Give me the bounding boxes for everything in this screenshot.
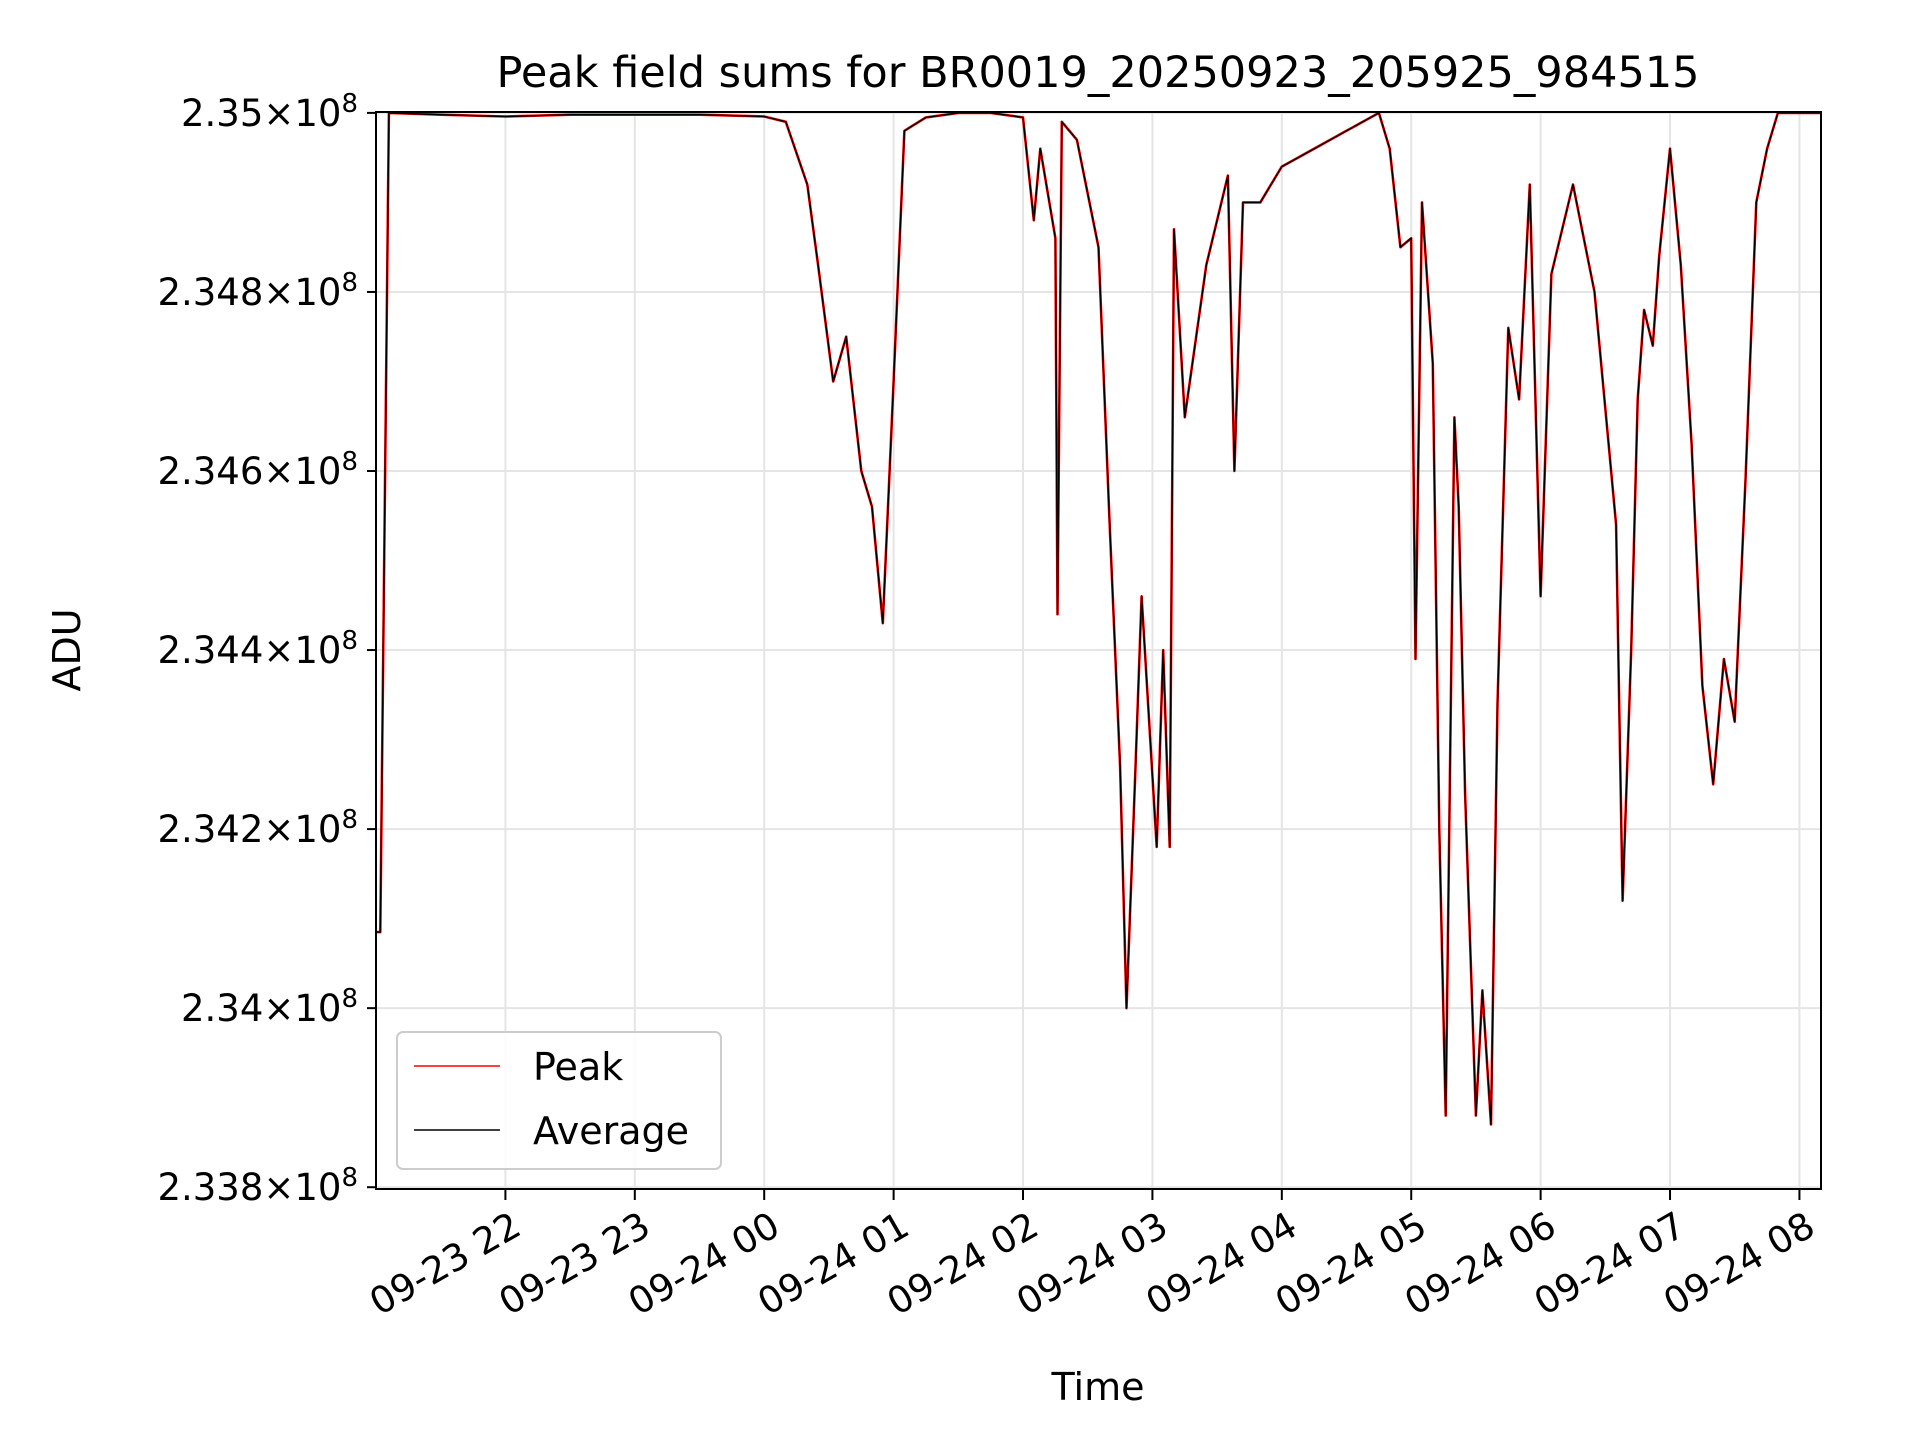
- series-line-average: [376, 112, 1821, 1126]
- legend-label-peak: Peak: [533, 1045, 623, 1089]
- legend-label-average: Average: [533, 1109, 689, 1153]
- series-layer: [376, 112, 1821, 1126]
- y-tick-label: 2.34×108: [181, 984, 358, 1030]
- y-tick-label: 2.348×108: [157, 268, 358, 314]
- y-tick-label: 2.342×108: [157, 805, 358, 851]
- y-tick-label: 2.35×108: [181, 89, 358, 135]
- y-axis: 2.338×108 2.34×108 2.342×108 2.344×108 2.346…: [157, 89, 376, 1209]
- y-tick-label: 2.346×108: [157, 447, 358, 493]
- y-axis-label: ADU: [45, 608, 89, 691]
- y-tick-label: 2.338×108: [157, 1163, 358, 1209]
- y-tick-label: 2.344×108: [157, 626, 358, 672]
- gridlines: [376, 111, 1821, 1189]
- chart-title: Peak field sums for BR0019_20250923_2059…: [496, 48, 1699, 98]
- x-axis-label: Time: [1051, 1365, 1145, 1409]
- legend: Peak Average: [396, 1031, 722, 1170]
